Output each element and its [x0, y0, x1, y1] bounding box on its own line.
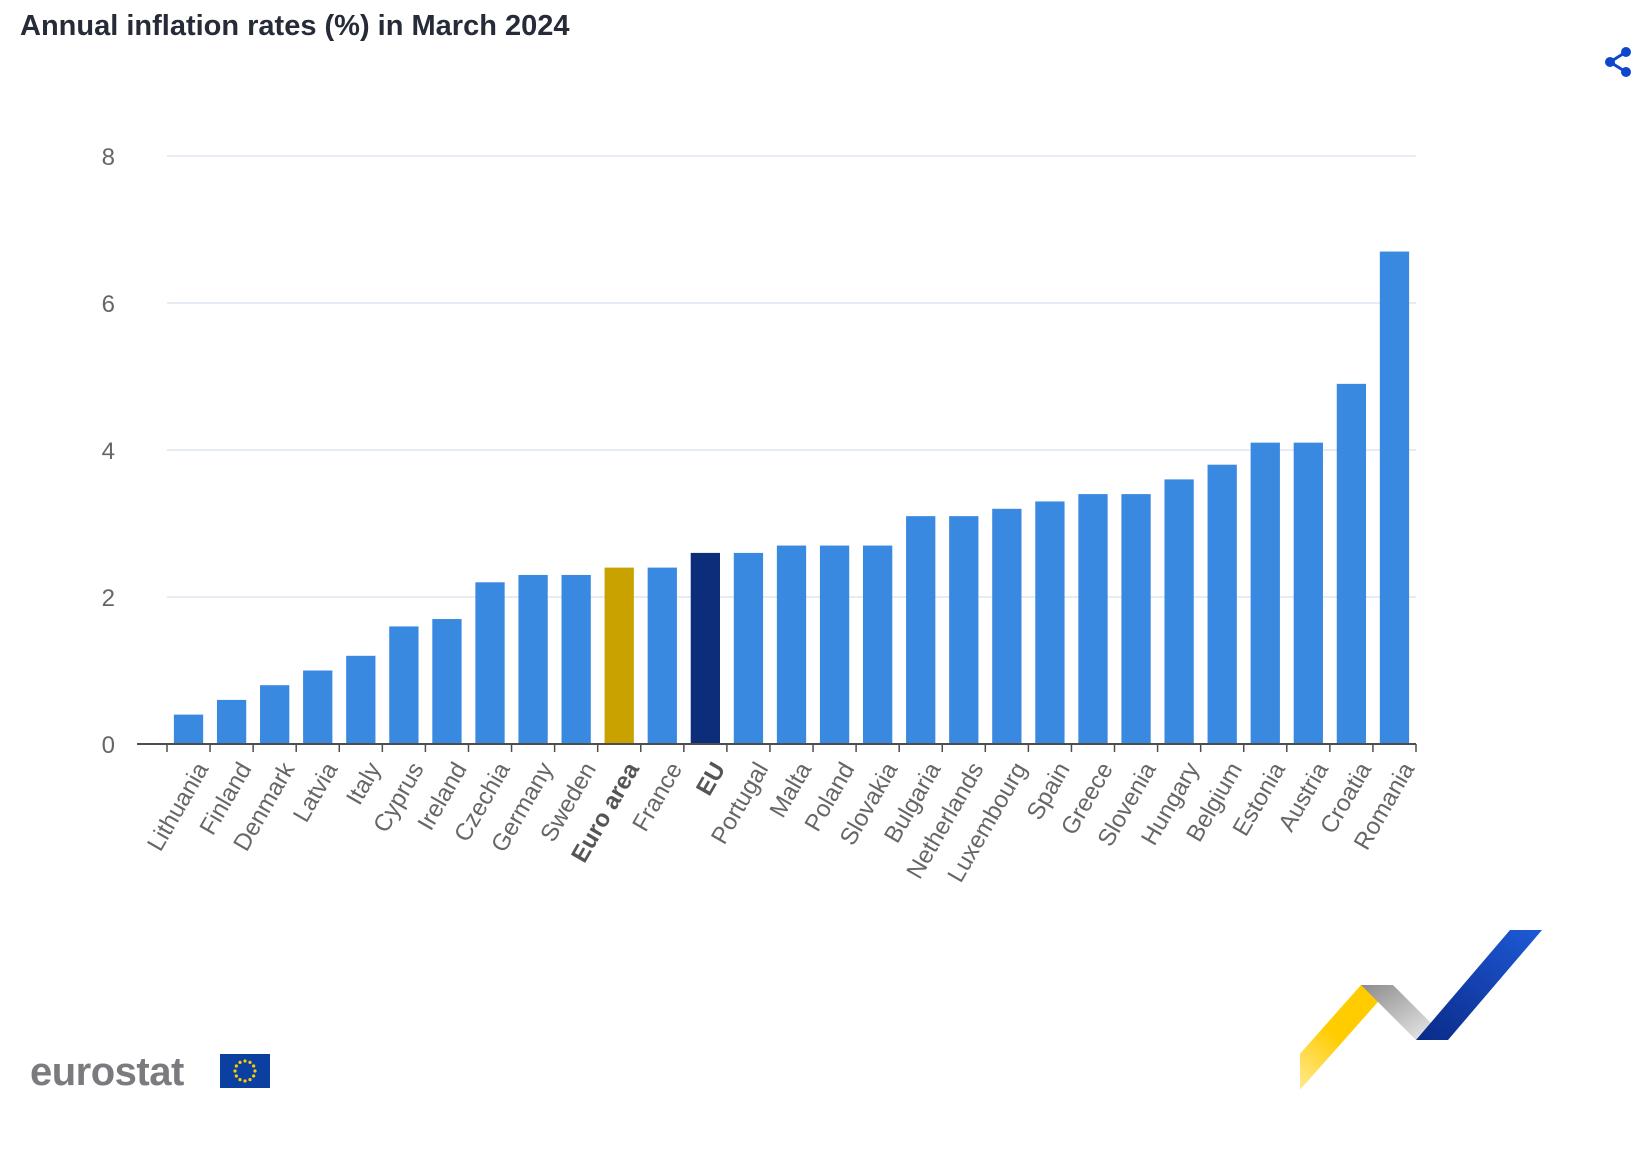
flag-star [234, 1064, 238, 1068]
bar-greece [1078, 494, 1108, 744]
flag-star [238, 1060, 242, 1064]
chart-title: Annual inflation rates (%) in March 2024 [20, 10, 570, 42]
x-tick-label: EU [691, 758, 731, 800]
eurostat-wordmark: eurostat [30, 1050, 184, 1094]
bar-romania [1379, 251, 1410, 745]
bar-czechia [475, 582, 505, 744]
bar-poland [819, 545, 850, 744]
bar-austria [1293, 442, 1323, 744]
bar-germany [518, 574, 548, 744]
bar-italy [346, 655, 376, 744]
bar-euro-area [604, 567, 634, 744]
bar-netherlands [949, 516, 979, 744]
flag-star [243, 1079, 247, 1083]
x-tick-label: Latvia [288, 757, 344, 827]
x-axis [137, 743, 1417, 752]
decorative-ribbon [1300, 930, 1542, 1090]
bar-slovenia [1121, 494, 1151, 744]
flag-star [248, 1060, 252, 1064]
flag-star [238, 1078, 242, 1082]
flag-star [233, 1069, 237, 1073]
y-tick-label: 2 [102, 585, 115, 612]
y-tick-label: 0 [102, 732, 115, 759]
bar-france [647, 567, 677, 744]
bar-malta [776, 545, 807, 744]
bar-slovakia [862, 545, 893, 744]
bar-luxembourg [992, 508, 1022, 744]
bar-sweden [561, 574, 591, 744]
bar-portugal [733, 552, 764, 744]
share-icon [1605, 47, 1631, 77]
y-tick-label: 4 [102, 438, 115, 465]
flag-star [243, 1059, 247, 1063]
x-tick-label: Lithuania [142, 757, 214, 855]
bar-hungary [1164, 479, 1194, 744]
bar-latvia [303, 670, 333, 744]
y-tick-label: 6 [102, 291, 115, 318]
x-tick-label: Italy [341, 758, 386, 810]
flag-star [248, 1078, 252, 1082]
eu-flag-icon [220, 1054, 270, 1088]
y-tick-label: 8 [102, 144, 115, 171]
bar-spain [1035, 501, 1065, 744]
bar-finland [216, 699, 247, 744]
x-axis-labels: LithuaniaFinlandDenmarkLatviaItalyCyprus… [142, 757, 1420, 887]
bar-cyprus [389, 626, 419, 744]
grid-lines [167, 155, 1416, 598]
bar-eu [690, 552, 721, 744]
flag-star [234, 1074, 238, 1078]
bar-belgium [1207, 464, 1237, 744]
share-button[interactable] [1600, 44, 1636, 80]
bar-ireland [432, 619, 462, 744]
bars [173, 251, 1410, 745]
flag-star [252, 1074, 256, 1078]
bar-lithuania [173, 714, 204, 744]
y-axis-ticks: 0 2 4 6 8 [102, 144, 115, 759]
bar-denmark [260, 685, 290, 744]
bar-bulgaria [906, 516, 936, 744]
flag-star [252, 1064, 256, 1068]
bar-estonia [1250, 442, 1280, 744]
flag-star [253, 1069, 257, 1073]
bar-croatia [1336, 383, 1367, 744]
